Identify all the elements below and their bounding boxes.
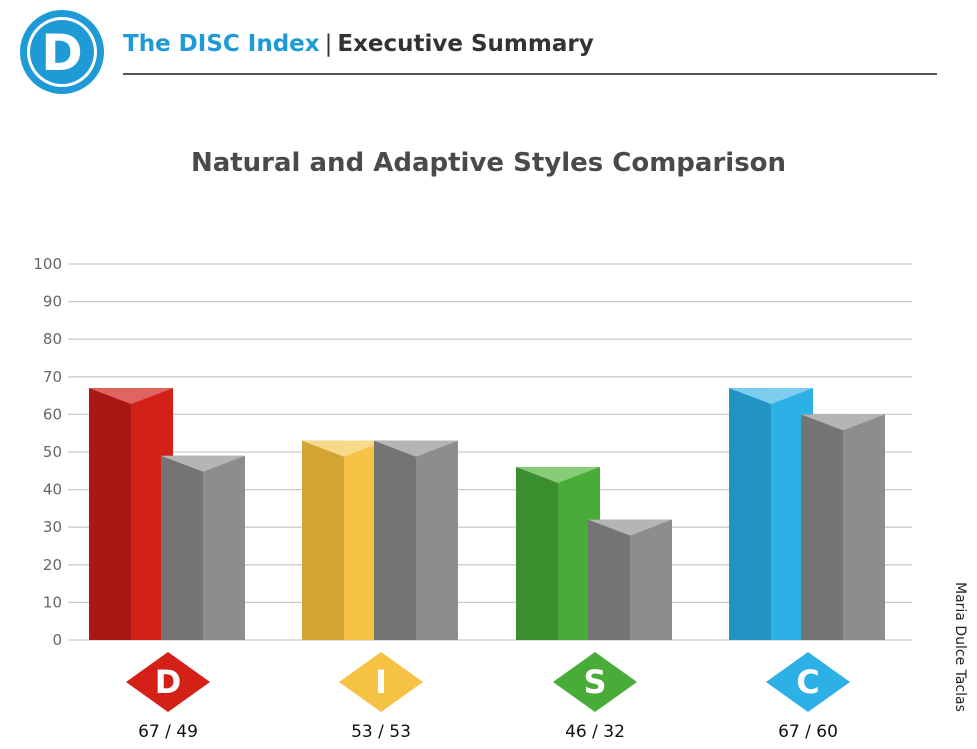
section-title: Executive Summary	[337, 31, 594, 57]
bar-cap	[161, 455, 245, 472]
value-label: 46 / 32	[565, 722, 625, 742]
bar-side	[516, 467, 558, 640]
bar-side	[801, 414, 843, 640]
bar-adaptive-d	[161, 455, 245, 640]
disc-logo: D	[20, 10, 104, 94]
chart-title: Natural and Adaptive Styles Comparison	[190, 148, 787, 178]
y-tick-label: 60	[43, 405, 62, 423]
bar-cap	[302, 440, 386, 457]
bar-cap	[801, 414, 885, 431]
value-label: 67 / 60	[778, 722, 838, 742]
y-tick-label: 10	[43, 593, 62, 611]
category-label: D	[155, 663, 182, 701]
title-separator: |	[324, 31, 333, 57]
bar-front	[630, 519, 672, 640]
bar-cap	[588, 519, 672, 536]
y-tick-label: 80	[43, 330, 62, 348]
bar-side	[588, 519, 630, 640]
bar-natural-d	[89, 388, 173, 640]
logo-letter: D	[41, 24, 83, 82]
bar-cap	[729, 388, 813, 405]
bar-cap	[374, 440, 458, 457]
y-tick-label: 0	[52, 631, 62, 649]
page-header: The DISC Index | Executive Summary	[123, 31, 594, 57]
person-name: Maria Dulce Taclas	[952, 582, 968, 712]
y-tick-label: 20	[43, 556, 62, 574]
value-label: 53 / 53	[351, 722, 411, 742]
bar-natural-i	[302, 440, 386, 640]
category-label: S	[583, 663, 606, 701]
bar-adaptive-i	[374, 440, 458, 640]
category-label: I	[375, 663, 387, 701]
category-label: C	[796, 663, 819, 701]
bar-cap	[89, 388, 173, 405]
bar-side	[161, 455, 203, 640]
brand-title: The DISC Index	[123, 31, 320, 57]
y-tick-label: 70	[43, 368, 62, 386]
value-label: 67 / 49	[138, 722, 198, 742]
bar-front	[416, 440, 458, 640]
bar-front	[203, 455, 245, 640]
bar-front	[843, 414, 885, 640]
style-badge-i	[339, 652, 423, 712]
bar-side	[89, 388, 131, 640]
bar-adaptive-s	[588, 519, 672, 640]
bar-side	[302, 440, 344, 640]
y-tick-label: 90	[43, 293, 62, 311]
y-tick-label: 30	[43, 518, 62, 536]
bar-side	[729, 388, 771, 640]
bar-adaptive-c	[801, 414, 885, 640]
bar-cap	[516, 467, 600, 484]
style-badge-s	[553, 652, 637, 712]
y-tick-label: 50	[43, 443, 62, 461]
header-divider	[123, 73, 937, 75]
y-tick-label: 40	[43, 481, 62, 499]
style-badge-d	[126, 652, 210, 712]
bar-natural-s	[516, 467, 600, 640]
y-tick-label: 100	[33, 255, 62, 273]
style-badge-c	[766, 652, 850, 712]
bar-side	[374, 440, 416, 640]
bar-natural-c	[729, 388, 813, 640]
